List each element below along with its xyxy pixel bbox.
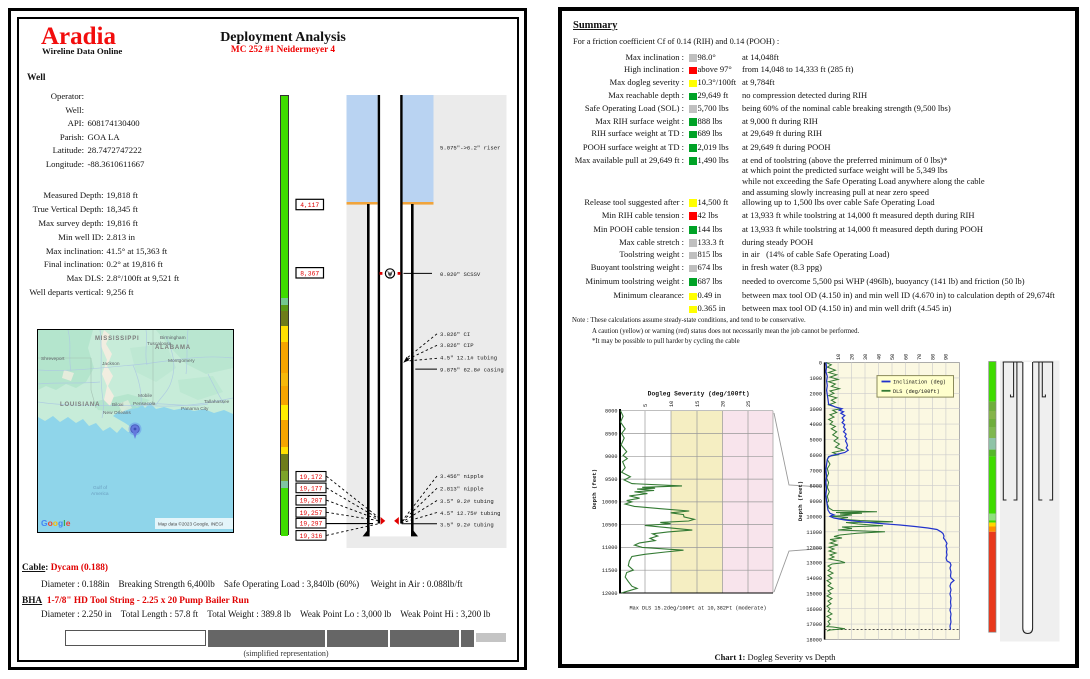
svg-text:Inclination (deg): Inclination (deg) — [893, 380, 946, 386]
svg-text:Depth (feet): Depth (feet) — [591, 469, 598, 509]
svg-text:0.020" SCSSV: 0.020" SCSSV — [440, 271, 481, 278]
svg-text:80: 80 — [930, 354, 936, 360]
svg-text:Mobile: Mobile — [138, 393, 152, 399]
svg-text:ALABAMA: ALABAMA — [155, 345, 191, 351]
svg-text:3.826" CIP: 3.826" CIP — [440, 342, 474, 349]
svg-text:8,367: 8,367 — [300, 270, 319, 277]
svg-text:20: 20 — [850, 354, 856, 360]
svg-text:8000: 8000 — [810, 484, 822, 490]
svg-text:11000: 11000 — [806, 530, 822, 536]
svg-text:Jackson: Jackson — [102, 361, 120, 367]
svg-text:3.5" 9.2# tubing: 3.5" 9.2# tubing — [440, 522, 494, 529]
svg-text:4.5" 12.1# tubing: 4.5" 12.1# tubing — [440, 355, 497, 362]
svg-text:MISSISSIPPI: MISSISSIPPI — [95, 336, 139, 342]
svg-text:5000: 5000 — [810, 438, 822, 444]
svg-text:10000: 10000 — [602, 500, 618, 506]
svg-text:o: o — [53, 518, 58, 528]
svg-text:9000: 9000 — [810, 499, 822, 505]
svg-text:19,316: 19,316 — [300, 533, 323, 540]
svg-text:0: 0 — [819, 361, 822, 367]
svg-text:Map data ©2023 Google, INEGI: Map data ©2023 Google, INEGI — [158, 521, 223, 527]
svg-text:19,177: 19,177 — [300, 485, 323, 492]
svg-text:LOUISIANA: LOUISIANA — [60, 402, 100, 408]
svg-text:America: America — [91, 491, 109, 497]
svg-text:Tallahassee: Tallahassee — [204, 399, 230, 405]
svg-text:14000: 14000 — [806, 576, 822, 582]
svg-text:3.5" 9.2# tubing: 3.5" 9.2# tubing — [440, 498, 494, 505]
svg-text:18000: 18000 — [806, 638, 822, 644]
svg-text:19,207: 19,207 — [300, 498, 323, 505]
svg-text:3.456" nipple: 3.456" nipple — [440, 473, 484, 480]
svg-text:4000: 4000 — [810, 422, 822, 428]
svg-text:60: 60 — [903, 354, 909, 360]
svg-text:1000: 1000 — [810, 376, 822, 382]
svg-text:Depth (feet): Depth (feet) — [797, 481, 804, 521]
svg-text:New Orleans: New Orleans — [103, 410, 131, 416]
svg-text:DLS (deg/100ft): DLS (deg/100ft) — [893, 389, 940, 395]
svg-text:l: l — [63, 518, 65, 528]
svg-text:9.875" 62.8# casing: 9.875" 62.8# casing — [440, 367, 504, 374]
svg-text:19,172: 19,172 — [300, 474, 323, 481]
svg-text:3000: 3000 — [810, 407, 822, 413]
svg-text:90: 90 — [944, 354, 950, 360]
svg-text:15000: 15000 — [806, 591, 822, 597]
svg-text:17000: 17000 — [806, 622, 822, 628]
svg-text:5.075"->6.2" riser: 5.075"->6.2" riser — [440, 145, 500, 152]
svg-text:10: 10 — [836, 354, 842, 360]
svg-text:Montgomery: Montgomery — [168, 358, 195, 364]
svg-text:10: 10 — [669, 401, 675, 407]
svg-text:Dogleg Severity (deg/100ft): Dogleg Severity (deg/100ft) — [648, 391, 750, 398]
svg-text:Panama City: Panama City — [181, 406, 209, 412]
svg-text:6000: 6000 — [810, 453, 822, 459]
svg-text:o: o — [48, 518, 53, 528]
svg-text:9000: 9000 — [605, 454, 617, 460]
svg-text:70: 70 — [917, 354, 923, 360]
svg-text:G: G — [41, 518, 48, 528]
svg-text:Birmingham: Birmingham — [160, 335, 186, 341]
svg-text:g: g — [58, 518, 63, 528]
svg-text:11000: 11000 — [602, 545, 618, 551]
svg-text:2000: 2000 — [810, 391, 822, 397]
svg-text:30: 30 — [863, 354, 869, 360]
svg-text:8000: 8000 — [605, 409, 617, 415]
svg-text:8500: 8500 — [605, 431, 617, 437]
svg-text:19,297: 19,297 — [300, 521, 323, 528]
svg-text:16000: 16000 — [806, 607, 822, 613]
svg-text:12000: 12000 — [602, 591, 618, 597]
svg-text:4,117: 4,117 — [300, 202, 319, 209]
svg-text:10000: 10000 — [806, 515, 822, 521]
svg-text:19,257: 19,257 — [300, 510, 323, 517]
svg-text:e: e — [66, 518, 71, 528]
svg-text:20: 20 — [720, 401, 726, 407]
svg-text:2.813" nipple: 2.813" nipple — [440, 486, 484, 493]
svg-text:Biloxi: Biloxi — [112, 402, 123, 408]
svg-text:50: 50 — [890, 354, 896, 360]
svg-text:Gulf of: Gulf of — [93, 485, 108, 491]
svg-text:12000: 12000 — [806, 545, 822, 551]
svg-text:4.5" 12.75# tubing: 4.5" 12.75# tubing — [440, 510, 500, 517]
svg-text:10500: 10500 — [602, 522, 618, 528]
svg-text:9500: 9500 — [605, 477, 617, 483]
svg-text:11500: 11500 — [602, 568, 618, 574]
svg-text:40: 40 — [877, 354, 883, 360]
svg-text:13000: 13000 — [806, 561, 822, 567]
svg-text:Tuscaloosa: Tuscaloosa — [147, 341, 172, 347]
svg-text:Shreveport: Shreveport — [41, 356, 65, 362]
svg-text:15: 15 — [695, 401, 701, 407]
svg-text:7000: 7000 — [810, 468, 822, 474]
svg-text:5: 5 — [643, 404, 649, 407]
svg-text:3.826" CI: 3.826" CI — [440, 331, 470, 338]
svg-text:Max DLS 15.2deg/100Ft at 10,38: Max DLS 15.2deg/100Ft at 10,382Ft (moder… — [630, 606, 767, 612]
svg-text:25: 25 — [746, 401, 752, 407]
svg-text:Pensacola: Pensacola — [133, 401, 156, 407]
